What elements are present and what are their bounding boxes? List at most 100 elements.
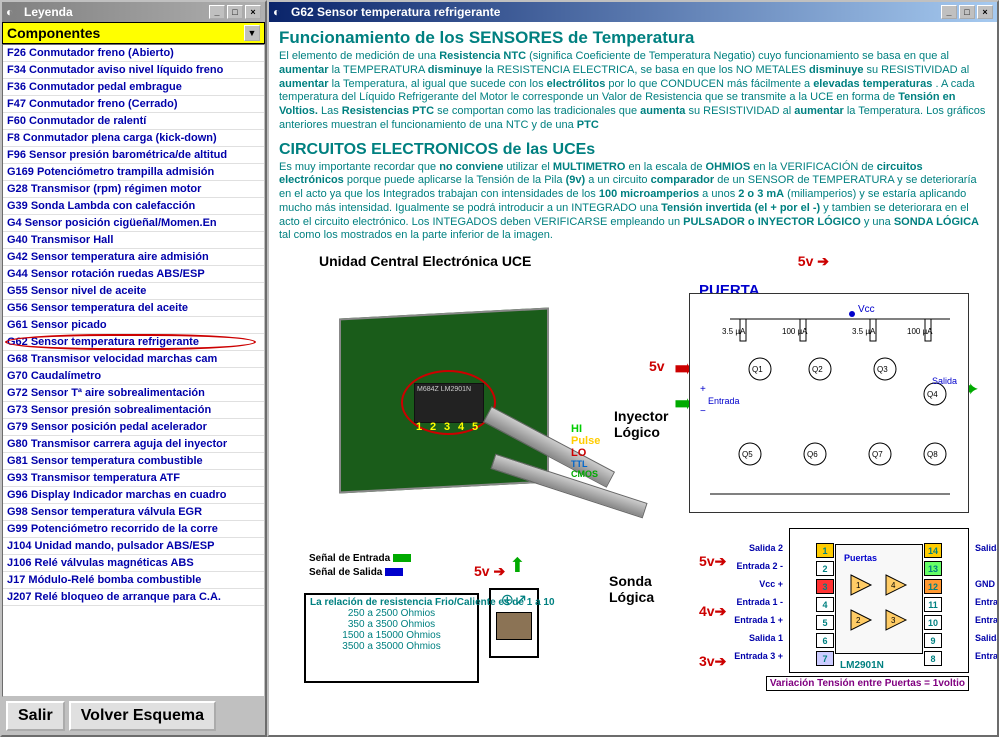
svg-text:1: 1 — [856, 581, 861, 590]
close-button[interactable]: × — [977, 5, 993, 19]
senal-salida: Señal de Salida — [309, 567, 403, 578]
app-icon: ◐ — [6, 5, 20, 19]
component-item[interactable]: G56 Sensor temperatura del aceite — [3, 300, 264, 317]
component-item[interactable]: F34 Conmutador aviso nivel líquido freno — [3, 62, 264, 79]
pulse-legend: HI Pulse LO TTL CMOS — [571, 423, 600, 479]
svg-text:Q4: Q4 — [927, 390, 938, 399]
component-item[interactable]: J17 Módulo-Relé bomba combustible — [3, 572, 264, 589]
svg-text:+: + — [700, 384, 706, 395]
bottom-buttons: Salir Volver Esquema — [2, 697, 265, 735]
svg-text:Q6: Q6 — [807, 450, 818, 459]
component-item[interactable]: G42 Sensor temperatura aire admisión — [3, 249, 264, 266]
maximize-button[interactable]: □ — [227, 5, 243, 19]
legend-title: Leyenda — [24, 5, 209, 19]
salir-button[interactable]: Salir — [6, 701, 65, 731]
legend-window: ◐ Leyenda _ □ × Componentes ▼ F26 Conmut… — [0, 0, 267, 737]
resistance-box: La relación de resistencia Frio/Caliente… — [304, 593, 479, 683]
paragraph-1: El elemento de medición de una Resistenc… — [279, 50, 987, 133]
diagram-area: Unidad Central Electrónica UCE 5v ➔ M684… — [279, 253, 979, 693]
component-item[interactable]: G44 Sensor rotación ruedas ABS/ESP — [3, 266, 264, 283]
legend-titlebar: ◐ Leyenda _ □ × — [2, 2, 265, 22]
svg-text:100 µA: 100 µA — [907, 327, 933, 336]
svg-text:Q1: Q1 — [752, 365, 763, 374]
v5-top: 5v ➔ — [798, 253, 829, 270]
component-item[interactable]: G68 Transmisor velocidad marchas cam — [3, 351, 264, 368]
senal-entrada: Señal de Entrada — [309, 553, 411, 564]
component-item[interactable]: F8 Conmutador plena carga (kick-down) — [3, 130, 264, 147]
maximize-button[interactable]: □ — [959, 5, 975, 19]
svg-text:3.5 µA: 3.5 µA — [852, 327, 876, 336]
circuit-schematic: Vcc 3.5 µA 100 µA 3.5 µA 100 µA Q1 Q2 Q3… — [689, 293, 969, 513]
component-item[interactable]: G81 Sensor temperatura combustible — [3, 453, 264, 470]
dropdown-icon[interactable]: ▼ — [244, 25, 260, 41]
component-item[interactable]: G70 Caudalímetro — [3, 368, 264, 385]
v5-bottom: 5v ➔ — [474, 563, 505, 580]
component-item[interactable]: F96 Sensor presión barométrica/de altitu… — [3, 147, 264, 164]
component-item[interactable]: G28 Transmisor (rpm) régimen motor — [3, 181, 264, 198]
svg-text:3: 3 — [891, 616, 896, 625]
v5-r1: 5v➔ — [699, 553, 726, 570]
components-label: Componentes — [7, 25, 100, 41]
doc-icon: ◐ — [273, 5, 287, 19]
component-item[interactable]: F60 Conmutador de ralentí — [3, 113, 264, 130]
component-item[interactable]: G98 Sensor temperatura válvula EGR — [3, 504, 264, 521]
component-item[interactable]: F36 Conmutador pedal embrague — [3, 79, 264, 96]
component-item[interactable]: J106 Relé válvulas magnéticas ABS — [3, 555, 264, 572]
uce-pcb: M684Z LM2901N 12345 — [319, 293, 579, 523]
component-item[interactable]: F26 Conmutador freno (Abierto) — [3, 45, 264, 62]
component-item[interactable]: J207 Relé bloqueo de arranque para C.A. — [3, 589, 264, 606]
component-item[interactable]: G39 Sonda Lambda con calefacción — [3, 198, 264, 215]
uce-title: Unidad Central Electrónica UCE — [319, 253, 531, 269]
svg-text:Entrada: Entrada — [708, 396, 740, 406]
components-header: Componentes ▼ — [2, 22, 265, 44]
window-controls: _ □ × — [209, 5, 261, 19]
component-item[interactable]: G99 Potenciómetro recorrido de la corre — [3, 521, 264, 538]
content-title: G62 Sensor temperatura refrigerante — [291, 5, 941, 19]
svg-text:100 µA: 100 µA — [782, 327, 808, 336]
minimize-button[interactable]: _ — [209, 5, 225, 19]
svg-text:Q3: Q3 — [877, 365, 888, 374]
heading-1: Funcionamiento de los SENSORES de Temper… — [279, 28, 987, 48]
component-item[interactable]: G80 Transmisor carrera aguja del inyecto… — [3, 436, 264, 453]
v4-r2: 4v➔ — [699, 603, 726, 620]
component-item[interactable]: G61 Sensor picado — [3, 317, 264, 334]
component-item[interactable]: G93 Transmisor temperatura ATF — [3, 470, 264, 487]
svg-text:2: 2 — [856, 616, 861, 625]
content-titlebar: ◐ G62 Sensor temperatura refrigerante _ … — [269, 2, 997, 22]
svg-text:3.5 µA: 3.5 µA — [722, 327, 746, 336]
minimize-button[interactable]: _ — [941, 5, 957, 19]
component-item[interactable]: J104 Unidad mando, pulsador ABS/ESP — [3, 538, 264, 555]
v3-r3: 3v➔ — [699, 653, 726, 670]
paragraph-2: Es muy importante recordar que no convie… — [279, 161, 987, 244]
component-item[interactable]: G169 Potenciómetro trampilla admisión — [3, 164, 264, 181]
svg-text:Q8: Q8 — [927, 450, 938, 459]
component-item[interactable]: G40 Transmisor Hall — [3, 232, 264, 249]
svg-text:Q5: Q5 — [742, 450, 753, 459]
sonda-label: Sonda Lógica — [609, 573, 689, 605]
heading-2: CIRCUITOS ELECTRONICOS de las UCEs — [279, 141, 987, 159]
component-item[interactable]: G62 Sensor temperatura refrigerante — [3, 334, 264, 351]
component-list[interactable]: F26 Conmutador freno (Abierto)F34 Conmut… — [2, 44, 265, 697]
svg-text:Q2: Q2 — [812, 365, 823, 374]
svg-text:Q7: Q7 — [872, 450, 883, 459]
circuit-svg: Vcc 3.5 µA 100 µA 3.5 µA 100 µA Q1 Q2 Q3… — [690, 294, 968, 512]
component-item[interactable]: F47 Conmutador freno (Cerrado) — [3, 96, 264, 113]
component-item[interactable]: G55 Sensor nivel de aceite — [3, 283, 264, 300]
window-controls-right: _ □ × — [941, 5, 993, 19]
svg-text:4: 4 — [891, 581, 896, 590]
content-body: Funcionamiento de los SENSORES de Temper… — [269, 22, 997, 735]
v5-mid: 5v — [649, 358, 665, 374]
var-tension-note: Variación Tensión entre Puertas = 1volti… — [766, 676, 969, 691]
ic-pinout: Puertas 1 4 2 3 LM2901N 1Salida 22Entrad… — [789, 528, 969, 673]
vcc-label: Vcc — [858, 304, 875, 315]
svg-text:Salida: Salida — [932, 376, 957, 386]
close-button[interactable]: × — [245, 5, 261, 19]
component-item[interactable]: G72 Sensor Tª aire sobrealimentación — [3, 385, 264, 402]
volver-button[interactable]: Volver Esquema — [69, 701, 216, 731]
component-item[interactable]: G4 Sensor posición cigüeñal/Momen.En — [3, 215, 264, 232]
component-item[interactable]: G79 Sensor posición pedal acelerador — [3, 419, 264, 436]
svg-text:−: − — [700, 406, 706, 417]
component-item[interactable]: G96 Display Indicador marchas en cuadro — [3, 487, 264, 504]
component-item[interactable]: G73 Sensor presión sobrealimentación — [3, 402, 264, 419]
content-window: ◐ G62 Sensor temperatura refrigerante _ … — [267, 0, 999, 737]
